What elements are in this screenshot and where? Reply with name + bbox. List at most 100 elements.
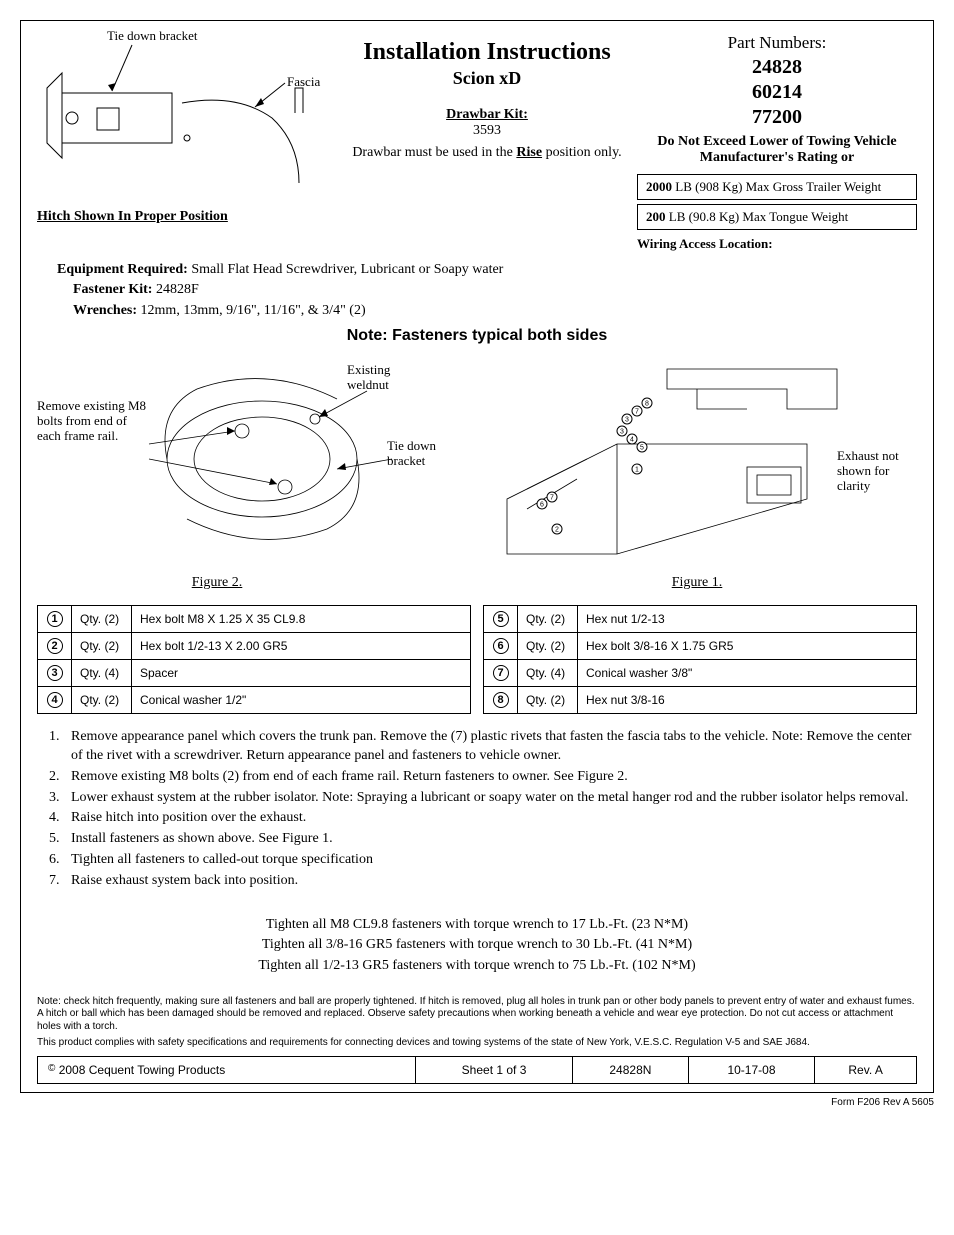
part-qty: Qty. (4) <box>72 659 132 686</box>
footer-copyright: 2008 Cequent Towing Products <box>55 1063 225 1077</box>
step-item: Install fasteners as shown above. See Fi… <box>63 830 917 849</box>
torque-block: Tighten all M8 CL9.8 fasteners with torq… <box>37 915 917 976</box>
step-item: Remove existing M8 bolts (2) from end of… <box>63 768 917 787</box>
gross-trailer-weight: 2000 LB (908 Kg) Max Gross Trailer Weigh… <box>637 174 917 200</box>
part-qty: Qty. (2) <box>518 605 578 632</box>
rating1-value: 2000 <box>646 179 672 194</box>
table-row: 5Qty. (2)Hex nut 1/2-13 <box>484 605 917 632</box>
header-region: Tie down bracket Fascia <box>37 33 917 252</box>
step-item: Raise hitch into position over the exhau… <box>63 809 917 828</box>
drawbar-kit-label: Drawbar Kit: <box>347 107 627 123</box>
part-number-0: 24828 <box>637 55 917 80</box>
table-row: 7 Qty. (4)Conical washer 3/8" <box>484 659 917 686</box>
part-desc: Hex nut 3/8-16 <box>578 686 917 713</box>
svg-text:7: 7 <box>550 494 554 501</box>
svg-text:2: 2 <box>555 526 559 533</box>
fine-print-line: This product complies with safety specif… <box>37 1037 917 1050</box>
part-desc: Conical washer 3/8" <box>578 659 917 686</box>
max-tongue-weight: 200 LB (90.8 Kg) Max Tongue Weight <box>637 204 917 230</box>
doc-title: Installation Instructions <box>347 39 627 66</box>
drawbar-kit-value: 3593 <box>347 123 627 139</box>
callout-tie-down-bracket: Tie down bracket <box>107 29 198 44</box>
table-row: 2Qty. (2)Hex bolt 1/2-13 X 2.00 GR5 <box>38 632 471 659</box>
svg-text:7: 7 <box>635 408 639 415</box>
part-qty: Qty. (2) <box>518 632 578 659</box>
part-num: 2 <box>47 638 63 654</box>
page-frame: Tie down bracket Fascia <box>20 20 934 1093</box>
svg-text:1: 1 <box>635 466 639 473</box>
footer-copyright-cell: © 2008 Cequent Towing Products <box>38 1056 416 1083</box>
figure-1-column: Exhaust not shown for clarity <box>487 349 917 591</box>
part-num: 3 <box>47 665 63 681</box>
part-qty: Qty. (2) <box>518 686 578 713</box>
part-num: 6 <box>493 638 509 654</box>
fine-print-line: Note: check hitch frequently, making sur… <box>37 996 917 1034</box>
part-desc: Hex nut 1/2-13 <box>578 605 917 632</box>
parts-table-right: 5Qty. (2)Hex nut 1/2-13 6 Qty. (2)Hex bol… <box>483 605 917 714</box>
wrenches-value: 12mm, 13mm, 9/16", 11/16", & 3/4" (2) <box>137 303 366 318</box>
drawbar-note: Drawbar must be used in the Rise positio… <box>347 145 627 161</box>
hitch-shown-label: Hitch Shown In Proper Position <box>37 209 337 225</box>
wiring-access-label: Wiring Access Location: <box>637 236 917 252</box>
form-note: Form F206 Rev A 5605 <box>20 1097 934 1108</box>
drawbar-note-pre: Drawbar must be used in the <box>352 145 516 160</box>
figure-1-caption: Figure 1. <box>637 575 757 591</box>
torque-line: Tighten all 3/8-16 GR5 fasteners with to… <box>37 935 917 955</box>
rating2-rest: LB (90.8 Kg) Max Tongue Weight <box>666 209 849 224</box>
table-row: 3 Qty. (4)Spacer <box>38 659 471 686</box>
do-not-exceed: Do Not Exceed Lower of Towing Vehicle Ma… <box>637 134 917 166</box>
installation-steps: Remove appearance panel which covers the… <box>63 728 917 891</box>
equipment-block: Equipment Required: Small Flat Head Scre… <box>57 260 917 321</box>
step-item: Remove appearance panel which covers the… <box>63 728 917 766</box>
wrenches-label: Wrenches: <box>73 303 137 318</box>
top-left-diagram: Tie down bracket Fascia <box>37 33 337 252</box>
part-desc: Hex bolt M8 X 1.25 X 35 CL9.8 <box>132 605 471 632</box>
footer-doc-no: 24828N <box>573 1056 689 1083</box>
table-row: 8 Qty. (2)Hex nut 3/8-16 <box>484 686 917 713</box>
rating2-value: 200 <box>646 209 666 224</box>
part-qty: Qty. (2) <box>72 686 132 713</box>
rating1-rest: LB (908 Kg) Max Gross Trailer Weight <box>672 179 881 194</box>
part-desc: Conical washer 1/2" <box>132 686 471 713</box>
step-item: Tighten all fasteners to called-out torq… <box>63 851 917 870</box>
part-desc: Hex bolt 3/8-16 X 1.75 GR5 <box>578 632 917 659</box>
footer-sheet: Sheet 1 of 3 <box>415 1056 572 1083</box>
part-num: 4 <box>47 692 63 708</box>
part-number-1: 60214 <box>637 80 917 105</box>
callout-fascia: Fascia <box>287 75 320 90</box>
svg-text:5: 5 <box>640 444 644 451</box>
part-numbers-block: Part Numbers: 24828 60214 77200 Do Not E… <box>637 33 917 252</box>
parts-tables: 1 Qty. (2) Hex bolt M8 X 1.25 X 35 CL9.8 2… <box>37 605 917 714</box>
part-num: 1 <box>47 611 63 627</box>
hitch-position-diagram <box>37 33 337 203</box>
svg-text:3: 3 <box>625 416 629 423</box>
doc-subtitle: Scion xD <box>347 68 627 89</box>
title-block: Installation Instructions Scion xD Drawb… <box>347 33 627 252</box>
fine-print: Note: check hitch frequently, making sur… <box>37 996 917 1050</box>
footer-rev: Rev. A <box>815 1056 917 1083</box>
drawbar-note-post: position only. <box>542 145 622 160</box>
svg-text:8: 8 <box>645 400 649 407</box>
figure-2-column: Remove existing M8 bolts from end of eac… <box>37 349 467 591</box>
footer-table: © 2008 Cequent Towing Products Sheet 1 o… <box>37 1056 917 1084</box>
equip-required-label: Equipment Required: <box>57 262 188 277</box>
fastener-kit-label: Fastener Kit: <box>73 282 152 297</box>
figure-2-diagram <box>37 349 457 579</box>
figures-region: Remove existing M8 bolts from end of eac… <box>37 349 917 591</box>
svg-text:3: 3 <box>620 428 624 435</box>
parts-table-left: 1 Qty. (2) Hex bolt M8 X 1.25 X 35 CL9.8 2… <box>37 605 471 714</box>
part-desc: Hex bolt 1/2-13 X 2.00 GR5 <box>132 632 471 659</box>
torque-line: Tighten all M8 CL9.8 fasteners with torq… <box>37 915 917 935</box>
footer-date: 10-17-08 <box>688 1056 815 1083</box>
part-number-2: 77200 <box>637 105 917 130</box>
part-qty: Qty. (4) <box>518 659 578 686</box>
part-num: 8 <box>493 692 509 708</box>
torque-line: Tighten all 1/2-13 GR5 fasteners with to… <box>37 956 917 976</box>
table-row: 6 Qty. (2)Hex bolt 3/8-16 X 1.75 GR5 <box>484 632 917 659</box>
figure-1-diagram: 3 7 8 3 4 5 1 6 7 2 <box>487 349 907 559</box>
part-desc: Spacer <box>132 659 471 686</box>
part-num: 7 <box>493 665 509 681</box>
step-item: Lower exhaust system at the rubber isola… <box>63 789 917 808</box>
step-item: Raise exhaust system back into position. <box>63 872 917 891</box>
fastener-kit-value: 24828F <box>152 282 198 297</box>
